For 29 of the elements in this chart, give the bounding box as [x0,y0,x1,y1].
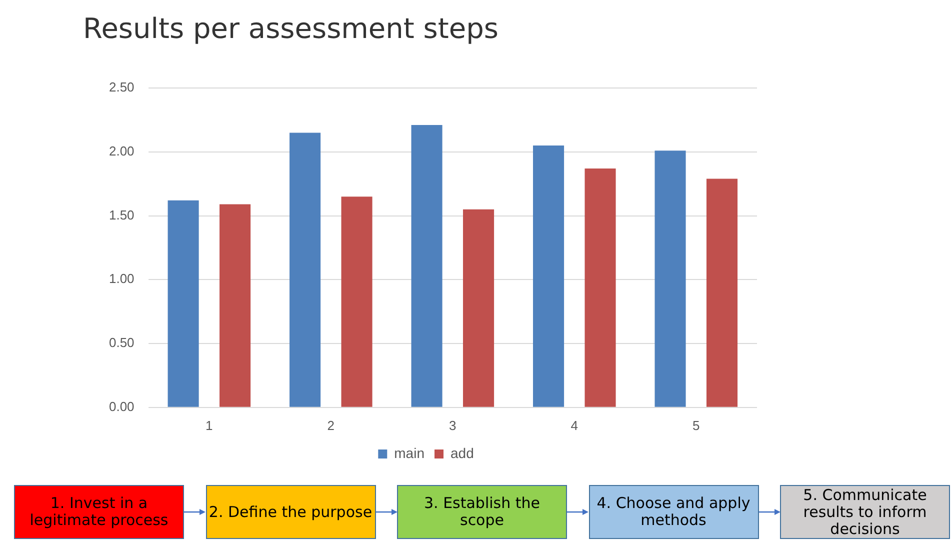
bar [584,168,616,407]
x-tick-label: 1 [206,418,213,433]
text: 2. Define the purpose [206,485,376,539]
bar [533,145,564,407]
text: 1. Invest in a legitimate process [14,485,184,539]
chart-title: Results per assessment steps [83,12,498,45]
bar [706,178,738,407]
bar [411,125,442,407]
x-tick-label: 4 [570,418,578,433]
x-tick-label: 2 [327,418,335,433]
y-tick-label: 0.50 [108,335,134,350]
bar [220,204,251,407]
y-tick-label: 1.00 [108,271,134,286]
y-tick-label: 0.00 [108,398,134,414]
y-tick-label: 2.50 [108,80,134,95]
text: 4. Choose and apply methods [588,485,758,539]
bar [654,150,686,407]
x-tick-label: 5 [692,418,700,433]
text: 3. Establish the scope [397,485,567,539]
legend-label: main [394,444,425,461]
legend-label: add [450,444,474,461]
text: 5. Communicate results to inform decisions [780,485,950,539]
y-tick-label: 1.50 [108,207,134,222]
x-tick-label: 3 [449,418,456,433]
y-tick-label: 2.00 [108,143,134,158]
bar [290,132,321,407]
bar [341,196,372,407]
bar [463,209,494,407]
bar [168,200,199,407]
